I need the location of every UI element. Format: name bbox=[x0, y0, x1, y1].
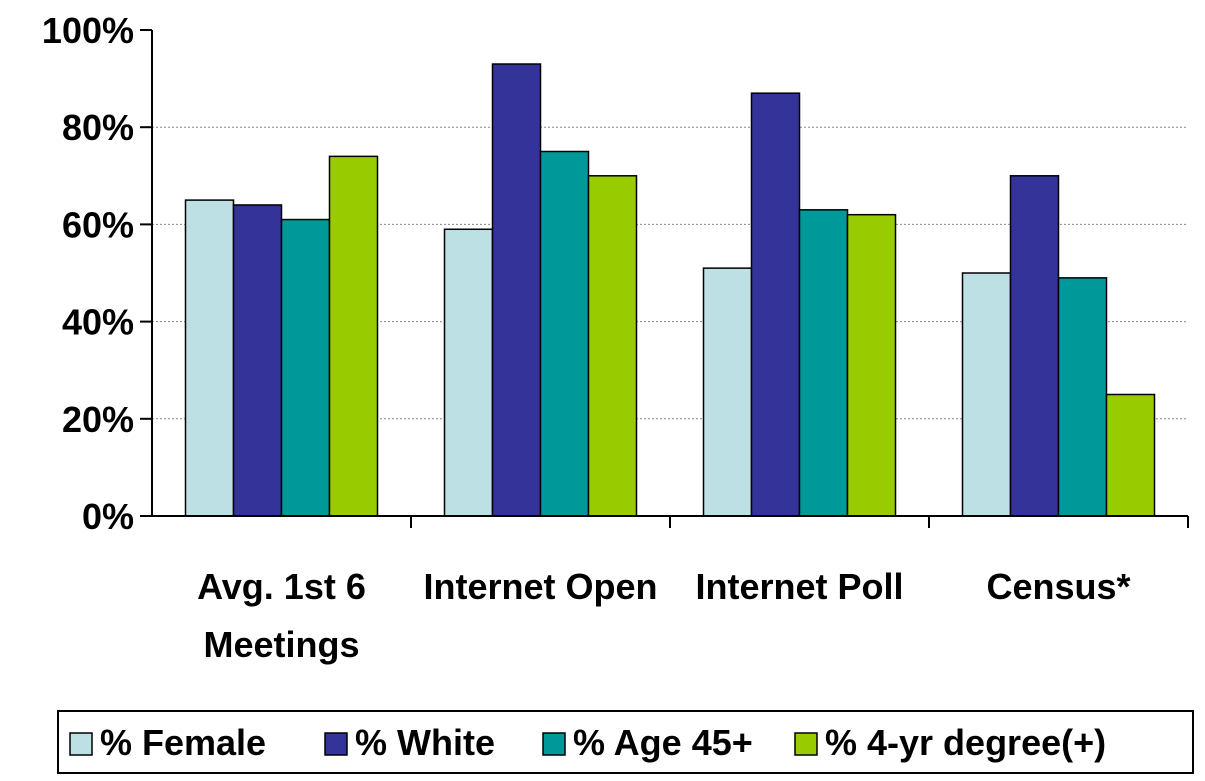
bars bbox=[184, 63, 1156, 517]
bar bbox=[328, 155, 379, 517]
axes bbox=[140, 29, 1189, 528]
bar bbox=[587, 175, 638, 517]
bar bbox=[750, 92, 801, 517]
bar bbox=[491, 63, 542, 517]
category-label: Avg. 1st 6 bbox=[197, 566, 366, 607]
legend-label: % Female bbox=[100, 722, 266, 763]
bar bbox=[702, 267, 753, 517]
category-label: Meetings bbox=[203, 624, 359, 665]
bar bbox=[961, 272, 1012, 517]
category-labels: Avg. 1st 6 Meetings Internet Open Internet … bbox=[197, 566, 1130, 665]
bar bbox=[184, 199, 235, 517]
legend-swatch bbox=[542, 732, 566, 756]
bar bbox=[539, 150, 590, 517]
bar bbox=[1057, 277, 1108, 517]
y-tick-label: 80% bbox=[62, 107, 134, 148]
legend-swatch bbox=[794, 732, 818, 756]
y-tick-label: 20% bbox=[62, 399, 134, 440]
legend-swatch bbox=[324, 732, 348, 756]
legend: % Female % White % Age 45+ % 4-yr degree(+) bbox=[57, 710, 1194, 774]
y-tick-label: 100% bbox=[42, 10, 134, 51]
legend-label: % 4-yr degree(+) bbox=[825, 722, 1106, 763]
category-label: Internet Open bbox=[423, 566, 657, 607]
bar bbox=[443, 228, 494, 517]
legend-box bbox=[57, 710, 1194, 774]
category-label: Census* bbox=[986, 566, 1130, 607]
legend-label: % White bbox=[355, 722, 495, 763]
y-tick-labels: 0% 20% 40% 60% 80% 100% bbox=[42, 10, 134, 537]
bar bbox=[1009, 175, 1060, 517]
legend-label: % Age 45+ bbox=[573, 722, 753, 763]
category-label: Internet Poll bbox=[695, 566, 903, 607]
legend-swatch bbox=[69, 732, 93, 756]
y-tick-label: 0% bbox=[82, 496, 134, 537]
bar bbox=[1105, 393, 1156, 517]
y-tick-label: 60% bbox=[62, 204, 134, 245]
bar bbox=[846, 213, 897, 517]
bar bbox=[280, 218, 331, 517]
bar bbox=[798, 209, 849, 517]
y-tick-label: 40% bbox=[62, 302, 134, 343]
bar bbox=[232, 204, 283, 517]
